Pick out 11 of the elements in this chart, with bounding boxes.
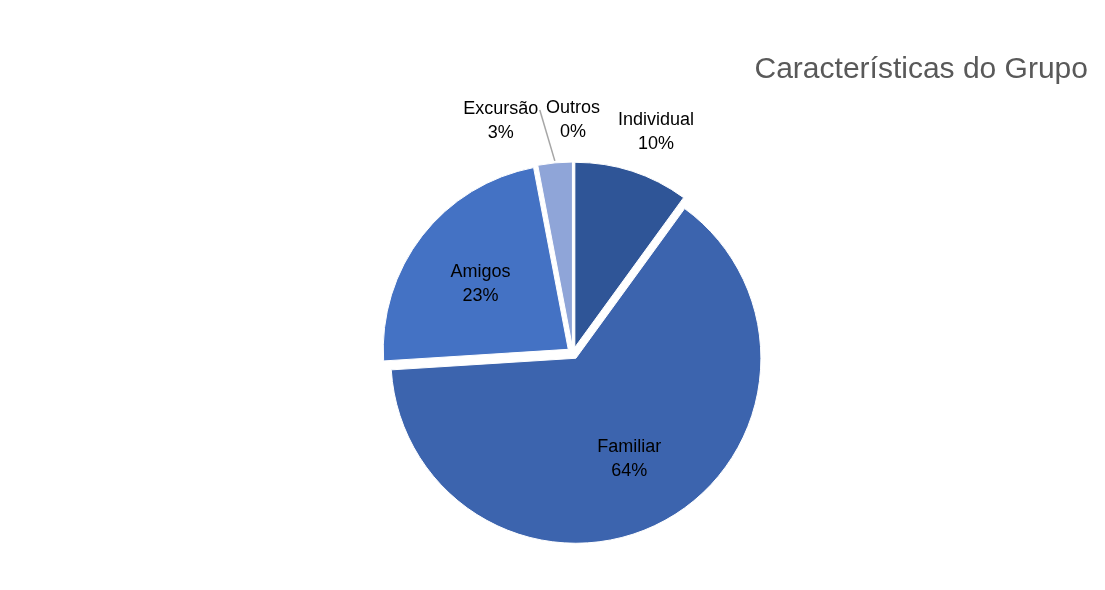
data-label: 10% (637, 132, 674, 153)
slice-label: Familiar (597, 435, 662, 456)
data-label: 23% (462, 285, 499, 306)
text: 0% (559, 121, 587, 141)
data-label: 3% (487, 122, 514, 143)
slice-label: Individual (617, 108, 694, 129)
category-label: Outros (545, 97, 601, 117)
text: Características do Grupo (754, 51, 1088, 84)
slice-label: Excursão (463, 98, 539, 119)
data-label: 64% (611, 459, 648, 480)
slice-label: Amigos (450, 261, 511, 282)
